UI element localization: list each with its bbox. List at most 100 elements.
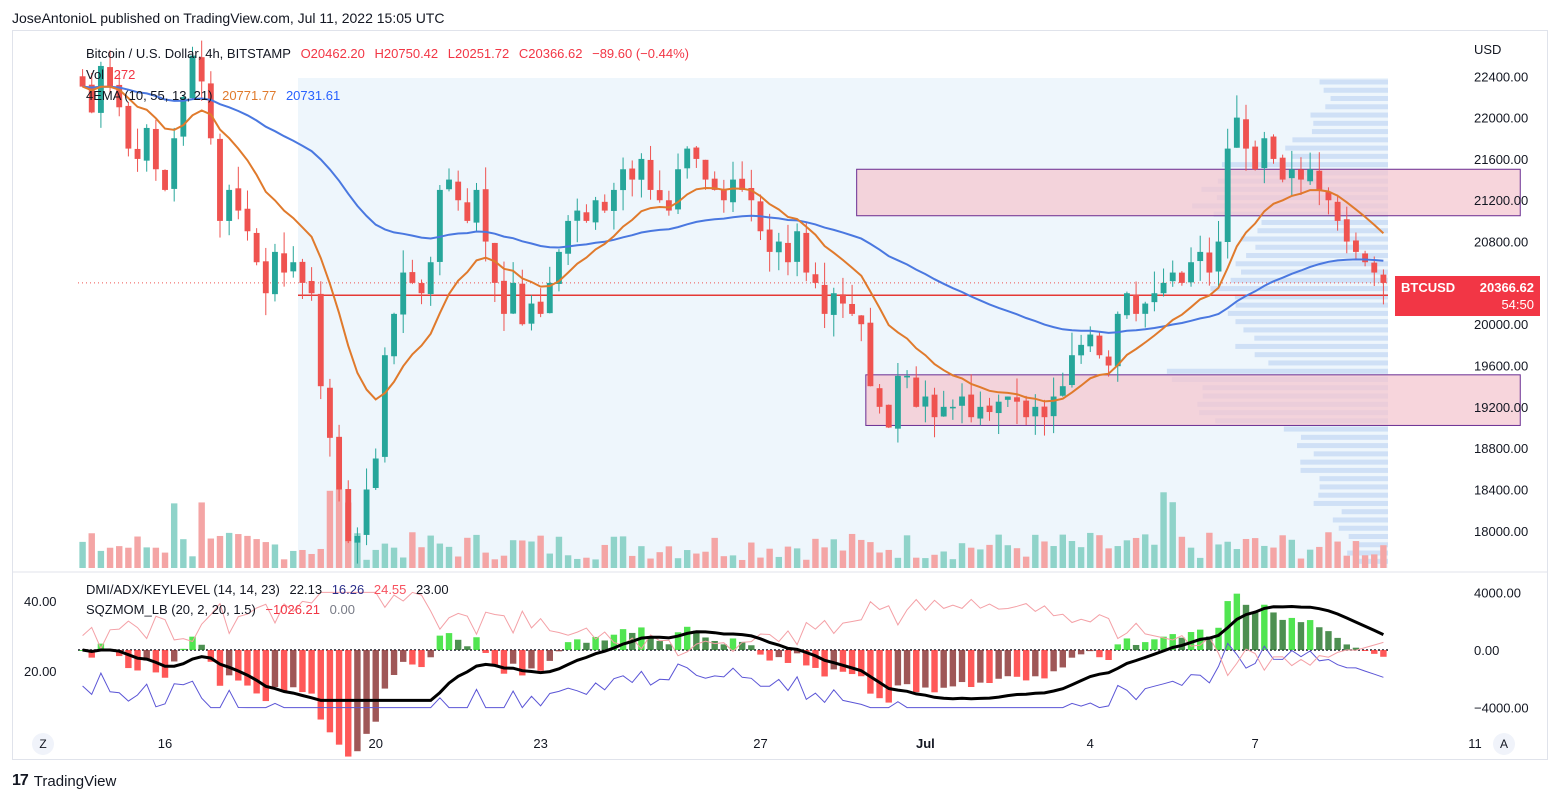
- candle-body: [88, 84, 95, 113]
- volume-bar: [400, 557, 407, 568]
- time-tick-label: 27: [753, 736, 767, 751]
- momentum-bar: [729, 638, 737, 650]
- volume-profile-bar: [1243, 327, 1388, 333]
- volume-profile-bar: [1297, 443, 1388, 449]
- dmi-value-2: 16.26: [331, 582, 365, 597]
- momentum-bar: [995, 650, 1002, 679]
- candle-body: [894, 375, 901, 429]
- volume-bar: [1032, 534, 1039, 568]
- momentum-bar: [1041, 650, 1048, 679]
- momentum-bar: [528, 650, 535, 669]
- momentum-bar: [674, 632, 682, 650]
- candle-body: [675, 169, 681, 210]
- ema-legend: 4EMA (10, 55, 13, 21) 20771.77 20731.61: [86, 88, 346, 103]
- momentum-bar: [1361, 650, 1369, 651]
- volume-profile-bar: [1291, 153, 1388, 159]
- momentum-bar: [418, 650, 425, 668]
- candle-body: [1233, 117, 1240, 148]
- momentum-bar: [1224, 601, 1231, 650]
- volume-bar: [793, 548, 801, 568]
- volume-bar: [473, 534, 480, 568]
- volume-profile-bar: [1313, 451, 1388, 457]
- logo-text: TradingView: [33, 772, 117, 790]
- candle-body: [418, 283, 425, 294]
- candle-body: [537, 301, 544, 314]
- tradingview-logo[interactable]: 17 TradingView: [12, 772, 116, 790]
- candle-body: [79, 76, 86, 87]
- dmi-value-1: 22.13: [289, 582, 323, 597]
- volume-bar: [372, 549, 379, 568]
- momentum-bar: [1105, 650, 1112, 661]
- vol-value: 272: [113, 67, 136, 82]
- volume-profile-bar: [1221, 162, 1388, 168]
- momentum-bar: [1013, 650, 1021, 677]
- candle-body: [1059, 386, 1066, 396]
- momentum-bar: [1297, 622, 1305, 650]
- dmi-minus-line: [82, 591, 1384, 677]
- momentum-bar: [913, 650, 920, 693]
- currency-label: USD: [1474, 42, 1502, 57]
- auto-scale-right-button[interactable]: A: [1493, 733, 1515, 755]
- candle-body: [354, 535, 361, 543]
- candle-body: [1316, 170, 1323, 190]
- momentum-bar: [876, 650, 883, 699]
- candle-body: [1078, 344, 1085, 356]
- candle-body: [1371, 262, 1378, 273]
- volume-bar: [748, 542, 755, 568]
- candle-body: [949, 406, 956, 409]
- volume-bar: [656, 552, 663, 568]
- volume-profile-bar: [1319, 484, 1388, 490]
- momentum-bar: [271, 650, 279, 688]
- supply-demand-zone: [856, 168, 1521, 217]
- volume-bar: [1041, 541, 1048, 568]
- time-tick-label: 16: [158, 736, 172, 751]
- symbol-label: Bitcoin / U.S. Dollar, 4h, BITSTAMP: [86, 46, 291, 61]
- volume-bar: [308, 553, 315, 568]
- price-tick-label: 19600.00: [1474, 359, 1528, 374]
- volume-bar: [1077, 547, 1085, 568]
- volume-bar: [702, 551, 709, 568]
- candle-body: [1133, 294, 1140, 314]
- volume-profile-bar: [1347, 550, 1388, 556]
- volume-profile-bar: [1261, 219, 1388, 225]
- volume-bar: [198, 502, 205, 568]
- volume-bar: [619, 536, 627, 568]
- momentum-bar: [1114, 644, 1121, 650]
- momentum-bar: [491, 650, 499, 666]
- candle-body: [1123, 293, 1130, 316]
- momentum-bar: [821, 650, 828, 677]
- candle-body: [711, 178, 718, 190]
- logo-mark-icon: 17: [12, 772, 29, 789]
- volume-bar: [519, 540, 526, 568]
- price-tick-label: 18000.00: [1474, 524, 1528, 539]
- publish-header: JoseAntonioL published on TradingView.co…: [12, 10, 445, 26]
- volume-profile-bar: [1348, 534, 1388, 540]
- volume-bar: [931, 554, 938, 568]
- volume-bar: [235, 534, 242, 568]
- volume-bar: [546, 553, 553, 568]
- candle-body: [1014, 397, 1020, 402]
- volume-bar: [958, 543, 966, 568]
- candle-body: [775, 241, 782, 253]
- volume-bar: [106, 547, 114, 568]
- volume-bar: [693, 553, 700, 568]
- auto-scale-left-button[interactable]: Z: [32, 733, 54, 755]
- momentum-bar: [1325, 631, 1332, 650]
- volume-bar: [876, 552, 883, 568]
- volume-profile-bar: [1313, 500, 1388, 506]
- volume-bar: [848, 533, 856, 568]
- volume-bar: [766, 548, 773, 568]
- volume-profile-bar: [1240, 236, 1388, 242]
- momentum-bar: [867, 650, 874, 694]
- candle-body: [299, 261, 306, 283]
- momentum-bar: [372, 650, 379, 722]
- momentum-bar: [1151, 639, 1158, 650]
- volume-profile-bar: [1235, 319, 1388, 325]
- candle-body: [885, 404, 892, 428]
- dmi-plus-line: [82, 642, 1384, 709]
- candle-body: [528, 303, 535, 324]
- volume-bar: [757, 557, 764, 568]
- candle-body: [107, 67, 113, 87]
- volume-bar: [1215, 544, 1222, 568]
